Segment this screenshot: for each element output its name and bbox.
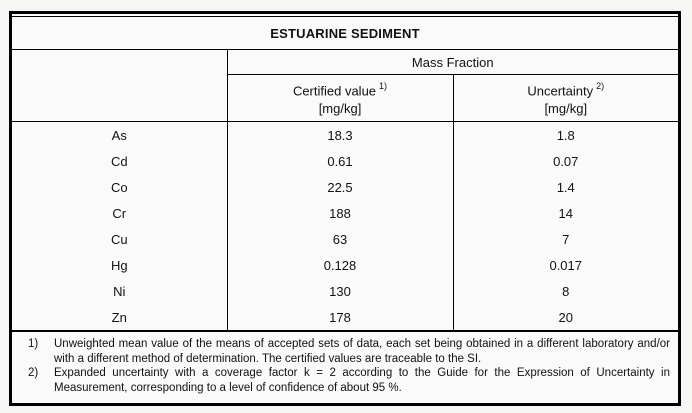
element-symbol: Zn <box>111 309 127 325</box>
title-row: ESTUARINE SEDIMENT <box>12 17 678 50</box>
double-rule <box>12 14 678 17</box>
footnote-1-marker: 1) <box>28 338 39 350</box>
footnote-2-marker: 2) <box>28 367 39 379</box>
element-symbol: Cd <box>110 153 128 169</box>
certified-value-cell: 130 <box>226 278 453 304</box>
certified-value-cell: 188 <box>226 200 453 226</box>
certificate-table-frame: ESTUARINE SEDIMENT Mass Fraction Certifi… <box>9 11 681 406</box>
table-row: Cd 0.61 0.07 <box>12 148 678 174</box>
certified-value-unit: [mg/kg] <box>318 100 362 116</box>
footnotes-area: 1) Unweighted mean value of the means of… <box>12 330 678 403</box>
certified-value-cell: 22.5 <box>226 174 453 200</box>
uncertainty-footnote-ref: 2) <box>596 81 605 92</box>
uncertainty-label: Uncertainty <box>527 83 594 99</box>
element-symbol: As <box>111 127 127 143</box>
uncertainty-value-cell: 0.017 <box>452 252 678 278</box>
uncertainty-value-cell: 14 <box>452 200 678 226</box>
table-title: ESTUARINE SEDIMENT <box>12 17 678 50</box>
uncertainty-value-cell: 7 <box>452 226 678 252</box>
certified-value-footnote-ref: 1) <box>379 81 388 92</box>
certified-value-cell: 63 <box>226 226 453 252</box>
certified-value-header-line: Certified value 1) <box>228 79 453 99</box>
table-row: As 18.3 1.8 <box>12 121 678 148</box>
footnote-2-text: Expanded uncertainty with a coverage fac… <box>54 367 670 394</box>
certified-value-cell: 0.128 <box>226 252 453 278</box>
group-header-mass-fraction: Mass Fraction <box>227 49 678 75</box>
uncertainty-value-cell: 20 <box>452 304 678 331</box>
table-row: Zn 178 20 <box>12 304 678 331</box>
uncertainty-value-cell: 1.4 <box>452 174 678 200</box>
uncertainty-unit: [mg/kg] <box>544 100 588 116</box>
column-header-row: Certified value 1) [mg/kg] Uncertainty 2) … <box>12 74 679 122</box>
table-row: Hg 0.128 0.017 <box>12 252 678 278</box>
element-symbol: Cu <box>110 231 128 247</box>
column-header-uncertainty: Uncertainty 2) [mg/kg] <box>452 74 679 122</box>
footnote-1-text: Unweighted mean value of the means of ac… <box>54 338 670 365</box>
element-symbol: Ni <box>113 283 126 299</box>
certified-value-cell: 18.3 <box>226 121 453 148</box>
table-row: Cu 63 7 <box>12 226 678 252</box>
group-header-row: Mass Fraction <box>12 49 678 122</box>
uncertainty-header-line: Uncertainty 2) <box>454 79 679 99</box>
certified-value-label: Certified value <box>292 83 377 99</box>
element-symbol: Co <box>110 179 128 195</box>
column-header-certified-value: Certified value 1) [mg/kg] <box>227 74 453 122</box>
certified-value-cell: 0.61 <box>226 148 453 174</box>
certified-value-cell: 178 <box>226 304 453 331</box>
table-row: Cr 188 14 <box>12 200 678 226</box>
element-symbol: Cr <box>112 205 127 221</box>
table-row: Co 22.5 1.4 <box>12 174 678 200</box>
uncertainty-value-cell: 0.07 <box>452 148 678 174</box>
uncertainty-value-cell: 1.8 <box>452 121 678 148</box>
uncertainty-value-cell: 8 <box>452 278 678 304</box>
certified-values-table: ESTUARINE SEDIMENT Mass Fraction Certifi… <box>12 17 678 403</box>
footnote-2: 2) Expanded uncertainty with a coverage … <box>28 366 670 395</box>
corner-cell <box>12 49 228 122</box>
element-symbol: Hg <box>110 257 128 273</box>
footnotes-row: 1) Unweighted mean value of the means of… <box>12 330 678 403</box>
table-row: Ni 130 8 <box>12 278 678 304</box>
footnote-1: 1) Unweighted mean value of the means of… <box>28 337 670 366</box>
